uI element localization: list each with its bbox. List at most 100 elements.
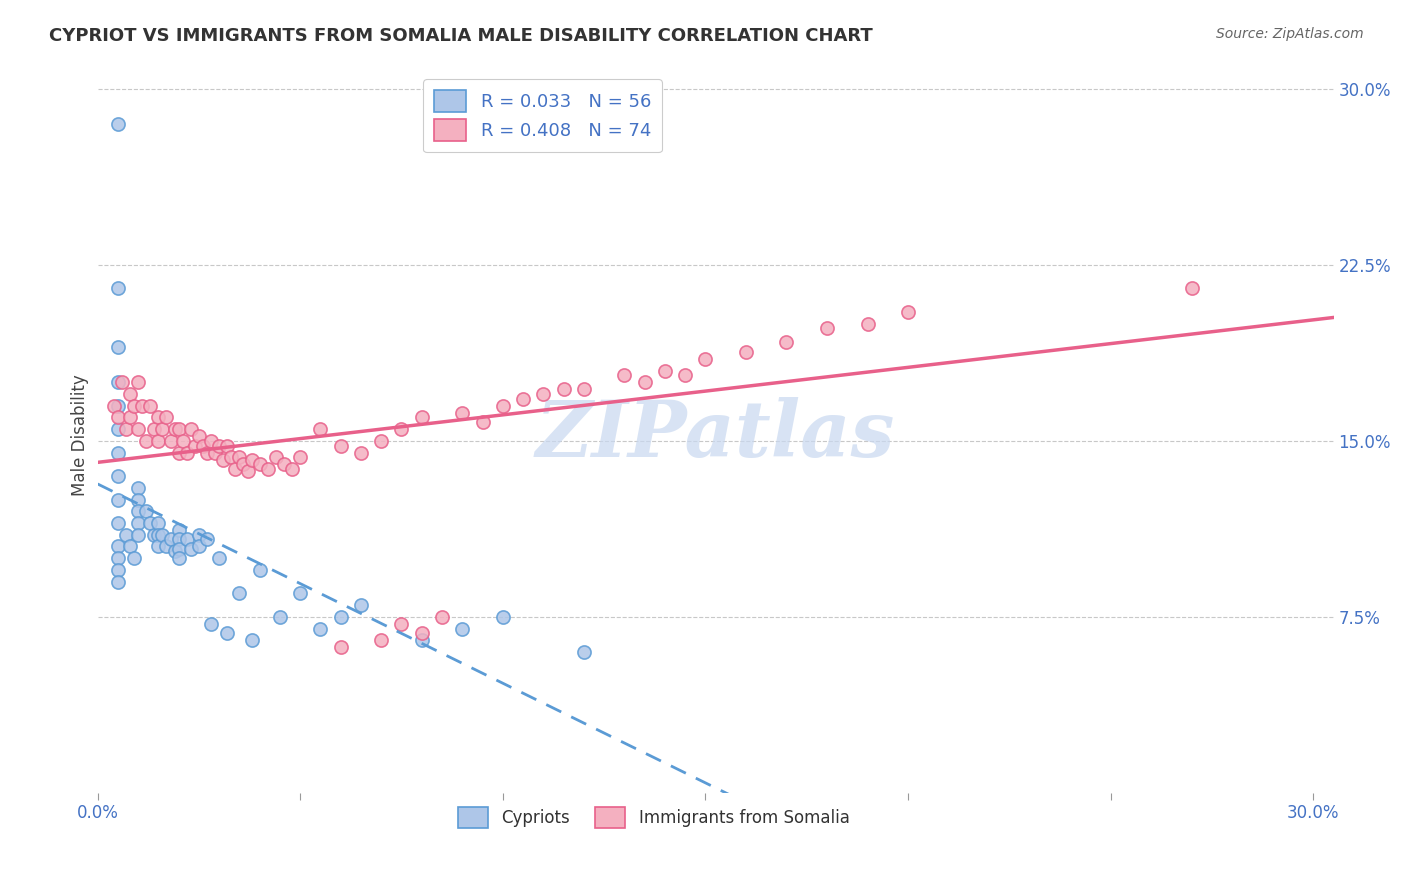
Point <box>775 335 797 350</box>
Legend: Cypriots, Immigrants from Somalia: Cypriots, Immigrants from Somalia <box>451 801 856 834</box>
Point <box>103 399 125 413</box>
Y-axis label: Male Disability: Male Disability <box>72 374 89 496</box>
Point <box>221 450 243 465</box>
Point <box>451 622 474 636</box>
Point <box>127 481 149 495</box>
Point <box>115 527 138 541</box>
Point <box>107 422 129 436</box>
Text: Source: ZipAtlas.com: Source: ZipAtlas.com <box>1216 27 1364 41</box>
Point <box>148 527 170 541</box>
Point <box>249 458 271 472</box>
Point <box>148 516 170 530</box>
Point <box>127 376 149 390</box>
Point <box>633 376 655 390</box>
Point <box>1181 281 1204 295</box>
Point <box>127 422 149 436</box>
Point <box>232 458 254 472</box>
Point <box>290 450 312 465</box>
Point <box>256 462 278 476</box>
Point <box>118 540 141 554</box>
Point <box>531 387 554 401</box>
Point <box>370 434 392 448</box>
Point <box>208 551 231 566</box>
Point <box>159 434 181 448</box>
Point <box>155 540 177 554</box>
Point <box>107 376 129 390</box>
Point <box>208 439 231 453</box>
Point <box>897 305 920 319</box>
Text: ZIPatlas: ZIPatlas <box>536 397 896 474</box>
Point <box>240 633 263 648</box>
Point <box>118 410 141 425</box>
Text: CYPRIOT VS IMMIGRANTS FROM SOMALIA MALE DISABILITY CORRELATION CHART: CYPRIOT VS IMMIGRANTS FROM SOMALIA MALE … <box>49 27 873 45</box>
Point <box>159 533 181 547</box>
Point <box>152 422 174 436</box>
Point <box>290 586 312 600</box>
Point <box>107 469 129 483</box>
Point <box>122 399 145 413</box>
Point <box>107 281 129 295</box>
Point <box>269 609 291 624</box>
Point <box>176 533 198 547</box>
Point <box>127 492 149 507</box>
Point <box>107 516 129 530</box>
Point <box>176 445 198 459</box>
Point <box>184 439 207 453</box>
Point <box>654 363 676 377</box>
Point <box>131 399 153 413</box>
Point <box>329 439 352 453</box>
Point <box>240 452 263 467</box>
Point <box>167 541 190 556</box>
Point <box>127 504 149 518</box>
Point <box>735 344 758 359</box>
Point <box>167 523 190 537</box>
Point <box>856 317 879 331</box>
Point <box>122 551 145 566</box>
Point <box>273 458 295 472</box>
Point <box>107 551 129 566</box>
Point <box>572 645 595 659</box>
Point <box>167 551 190 566</box>
Point <box>309 622 332 636</box>
Point <box>195 445 218 459</box>
Point <box>107 563 129 577</box>
Point <box>139 399 162 413</box>
Point <box>228 586 250 600</box>
Point <box>264 450 287 465</box>
Point <box>107 574 129 589</box>
Point <box>127 527 149 541</box>
Point <box>187 429 209 443</box>
Point <box>143 422 166 436</box>
Point <box>148 434 170 448</box>
Point <box>163 544 186 558</box>
Point <box>107 117 129 131</box>
Point <box>111 376 134 390</box>
Point <box>613 368 636 383</box>
Point <box>673 368 696 383</box>
Point <box>512 392 534 406</box>
Point <box>187 540 209 554</box>
Point <box>411 633 433 648</box>
Point <box>163 422 186 436</box>
Point <box>148 540 170 554</box>
Point <box>350 445 373 459</box>
Point <box>135 504 157 518</box>
Point <box>172 434 194 448</box>
Point <box>815 321 838 335</box>
Point <box>228 450 250 465</box>
Point <box>350 598 373 612</box>
Point <box>212 452 235 467</box>
Point <box>217 626 239 640</box>
Point <box>391 422 413 436</box>
Point <box>471 415 494 429</box>
Point <box>492 399 515 413</box>
Point <box>167 533 190 547</box>
Point <box>309 422 332 436</box>
Point <box>107 540 129 554</box>
Point <box>411 410 433 425</box>
Point <box>107 410 129 425</box>
Point <box>200 616 222 631</box>
Point <box>553 382 575 396</box>
Point <box>411 626 433 640</box>
Point <box>195 533 218 547</box>
